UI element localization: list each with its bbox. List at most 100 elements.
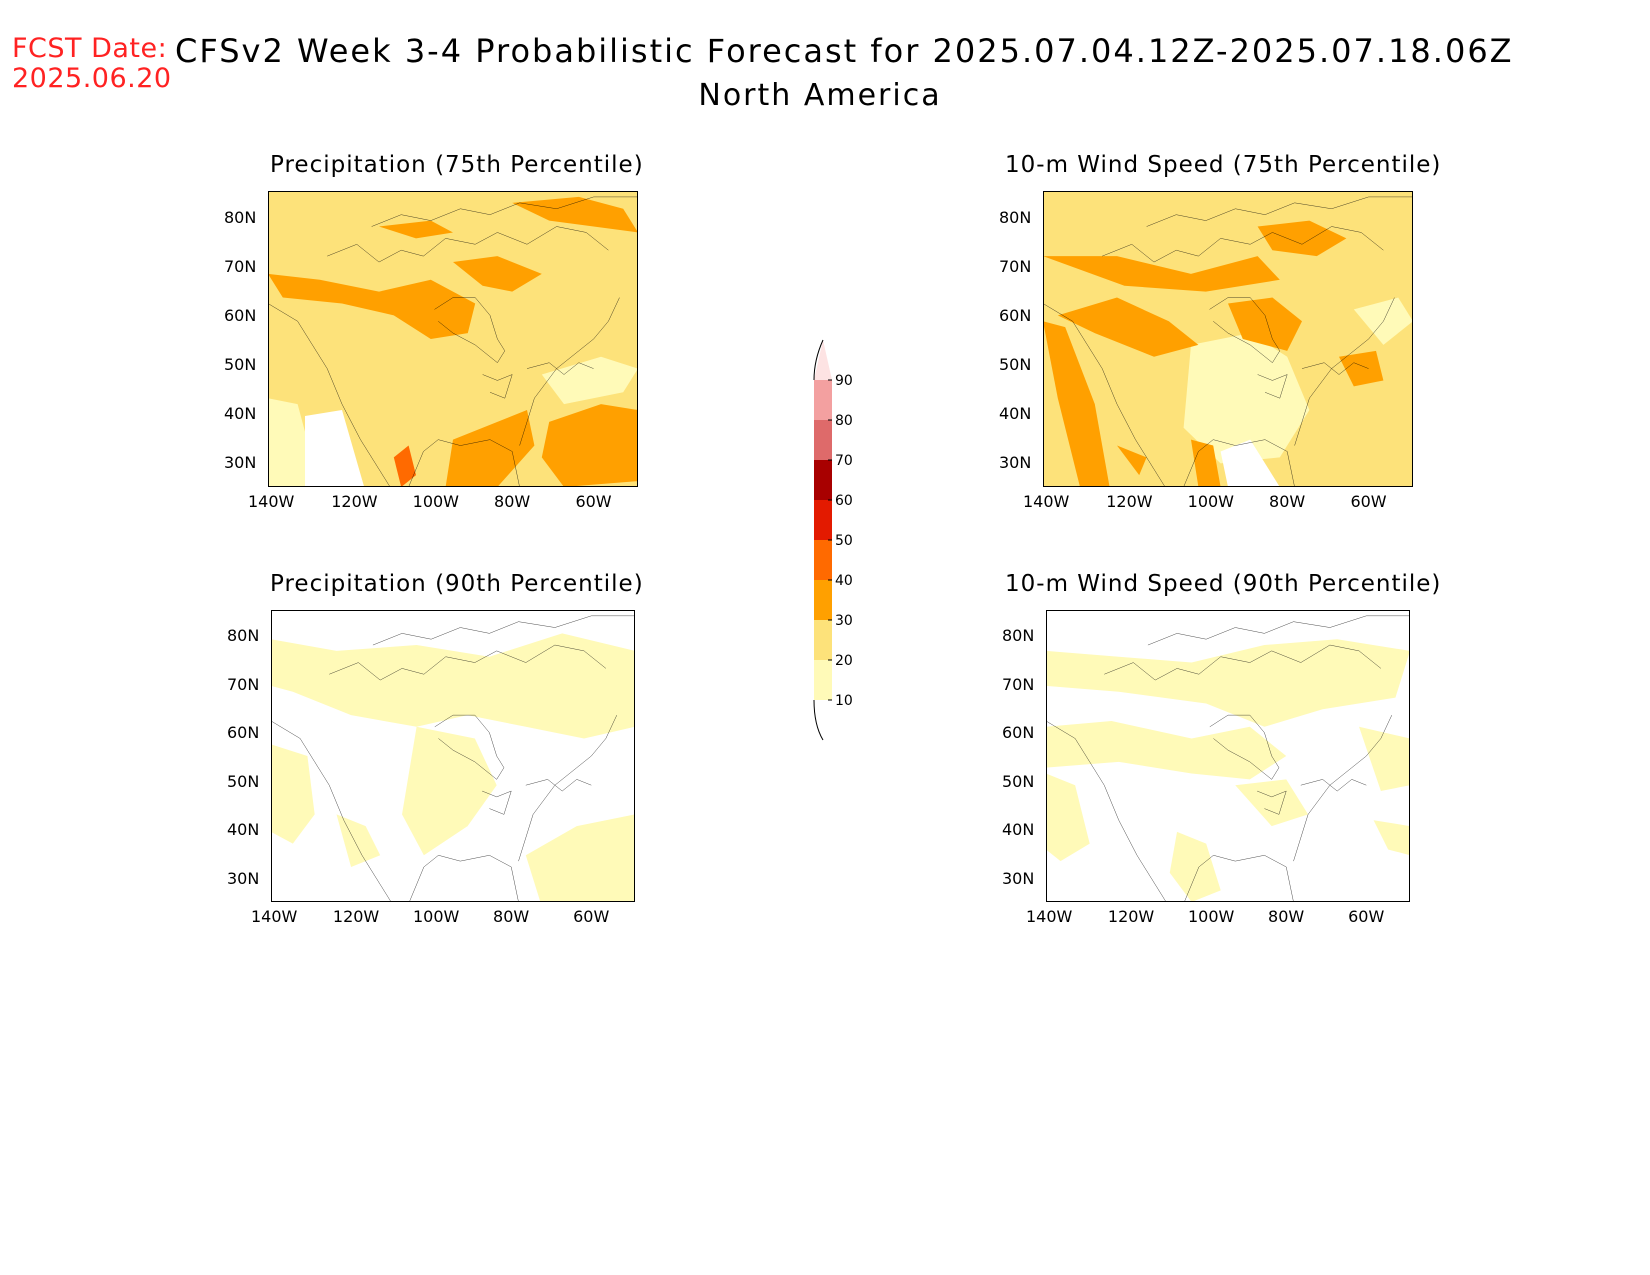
probability-region	[1359, 726, 1410, 792]
panel-title-wind-75: 10-m Wind Speed (75th Percentile)	[1005, 152, 1442, 178]
coastline	[1147, 197, 1413, 227]
colorbar-segment	[814, 460, 832, 500]
probability-region	[1257, 220, 1347, 257]
coastline	[1294, 715, 1392, 861]
probability-region	[379, 220, 453, 239]
lon-tick-label: 140W	[1023, 492, 1070, 511]
panel-title-precip-90: Precipitation (90th Percentile)	[270, 571, 644, 597]
map-wind-75	[1043, 191, 1413, 487]
lon-tick-label: 140W	[1026, 907, 1073, 926]
coastline	[519, 715, 617, 861]
map-canvas	[1043, 191, 1413, 487]
lon-tick-label: 60W	[575, 492, 612, 511]
map-wind-90	[1046, 610, 1410, 902]
probability-region	[1183, 333, 1310, 464]
lon-tick-label: 80W	[1269, 492, 1306, 511]
colorbar-svg: 90 80 70 60 50 40 30 20 10	[813, 339, 853, 741]
probability-region	[1057, 297, 1199, 357]
lat-tick-label: 60N	[1002, 723, 1035, 743]
lat-tick-label: 30N	[1002, 868, 1035, 888]
lon-tick-label: 100W	[412, 492, 459, 511]
lat-tick-label: 50N	[224, 355, 257, 375]
probability-region	[1339, 350, 1384, 387]
map-canvas	[271, 610, 635, 902]
colorbar-tick-label: 90	[835, 373, 853, 389]
lat-tick-label: 80N	[224, 207, 257, 227]
lat-tick-label: 50N	[1002, 771, 1035, 791]
probability-region	[271, 633, 635, 739]
probability-region	[271, 744, 315, 844]
colorbar-cap-edge	[813, 699, 824, 741]
lat-tick-label: 40N	[227, 820, 260, 840]
colorbar-tick-label: 10	[835, 693, 853, 709]
coastline	[1302, 363, 1369, 375]
coastline	[1210, 715, 1279, 779]
probability-region	[1235, 779, 1309, 827]
colorbar-segment	[814, 540, 832, 580]
coastline	[1148, 616, 1410, 645]
probability-region	[525, 814, 635, 902]
lon-tick-label: 100W	[412, 907, 460, 926]
lon-tick-label: 80W	[494, 492, 531, 511]
colorbar-segment	[814, 580, 832, 620]
colorbar-segment	[814, 660, 832, 700]
coastline	[1257, 791, 1286, 814]
colorbar-tick-label: 60	[835, 493, 853, 509]
lat-tick-label: 50N	[227, 771, 260, 791]
lat-tick-label: 30N	[227, 868, 260, 888]
panel-title-precip-75: Precipitation (75th Percentile)	[270, 152, 644, 178]
lon-tick-label: 120W	[1107, 907, 1155, 926]
coastline	[482, 791, 511, 814]
probability-region	[1169, 831, 1221, 902]
coastline	[409, 440, 520, 487]
lon-tick-label: 60W	[1348, 907, 1385, 926]
coastline	[373, 616, 635, 645]
lat-tick-label: 80N	[999, 207, 1032, 227]
colorbar-tick-label: 20	[835, 653, 853, 669]
coastline	[527, 363, 594, 375]
lat-tick-label: 40N	[224, 404, 257, 424]
probability-region	[512, 196, 638, 233]
colorbar-tick-label: 30	[835, 613, 853, 629]
coastline	[271, 721, 391, 902]
forecast-date-label: FCST Date:	[12, 33, 168, 64]
probability-region	[1046, 720, 1287, 780]
colorbar-tick-label: 40	[835, 573, 853, 589]
coastline	[1104, 645, 1381, 680]
probability-region	[1373, 820, 1410, 856]
lon-tick-label: 120W	[332, 907, 380, 926]
lat-tick-label: 80N	[227, 626, 260, 646]
lat-tick-label: 30N	[999, 453, 1032, 473]
probability-region	[1220, 439, 1280, 487]
lat-tick-label: 60N	[224, 305, 257, 325]
probability-region	[268, 273, 476, 339]
probability-region	[1043, 256, 1280, 292]
coastline	[1210, 298, 1280, 363]
map-canvas	[1046, 610, 1410, 902]
lon-tick-label: 140W	[251, 907, 298, 926]
colorbar-tick-label: 80	[835, 413, 853, 429]
colorbar-cap-edge	[813, 339, 824, 381]
map-precip-90	[271, 610, 635, 902]
colorbar-segment	[814, 380, 832, 420]
coastline	[1043, 303, 1165, 487]
coastline	[1184, 855, 1293, 902]
lon-tick-label: 60W	[573, 907, 610, 926]
map-canvas	[268, 191, 638, 487]
map-precip-75	[268, 191, 638, 487]
coastline	[1301, 779, 1367, 791]
colorbar-top-cap	[814, 340, 832, 380]
coastline	[1184, 440, 1295, 487]
lon-tick-label: 120W	[331, 492, 378, 511]
lon-tick-label: 80W	[1268, 907, 1305, 926]
colorbar-segment	[814, 620, 832, 660]
lat-tick-label: 70N	[224, 256, 257, 276]
probability-region	[393, 445, 416, 487]
coastline	[520, 298, 620, 446]
lon-tick-label: 100W	[1187, 492, 1234, 511]
lat-tick-label: 60N	[227, 723, 260, 743]
probability-region	[1046, 639, 1410, 727]
probability-region	[1046, 773, 1090, 862]
coastline	[435, 715, 504, 779]
panel-title-wind-90: 10-m Wind Speed (90th Percentile)	[1005, 571, 1442, 597]
